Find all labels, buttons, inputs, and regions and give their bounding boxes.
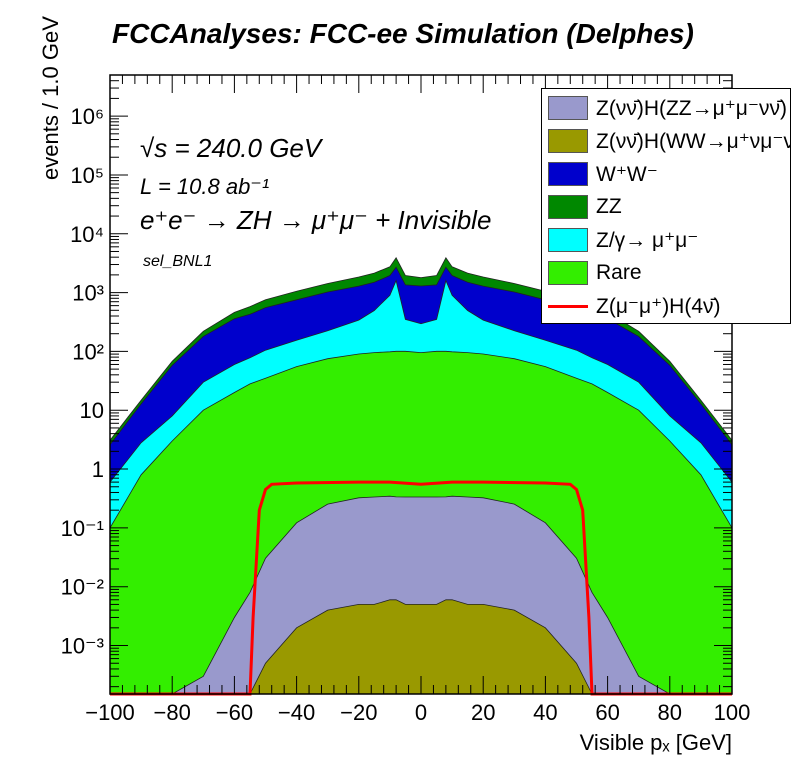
legend-swatch-ww (548, 162, 588, 186)
sqrt-s-annotation: √s = 240.0 GeV (140, 133, 322, 163)
x-tick-label: 100 (714, 700, 751, 725)
x-tick-label: 80 (658, 700, 682, 725)
legend-item-zh-ww: Z(νν̄)H(WW→μ⁺νμ⁻ν̄) (548, 126, 791, 156)
legend-item-zgamma: Z/γ→ μ⁺μ⁻ (548, 225, 698, 255)
legend-item-ww: W⁺W⁻ (548, 159, 658, 189)
legend-label-zz: ZZ (596, 195, 622, 218)
legend-swatch-zgamma (548, 228, 588, 252)
y-tick-label: 10 (80, 398, 104, 423)
y-tick-label: 10³ (72, 281, 104, 306)
axis-layer: −100 −80 −60 −40 −20 0 20 40 60 80 100 10⁻³ 10⁻² 10⁻¹… (61, 74, 751, 725)
legend-swatch-zh-ww (548, 129, 588, 153)
x-tick-label: −40 (278, 700, 315, 725)
legend-swatch-zh-zz (548, 96, 588, 120)
luminosity-annotation: L = 10.8 ab⁻¹ (140, 174, 270, 199)
legend-item-rare: Rare (548, 258, 642, 288)
signal-line (110, 480, 732, 696)
stack-layer (109, 257, 733, 695)
x-tick-label: 40 (533, 700, 557, 725)
legend-label-signal: Z(μ⁻μ⁺)H(4ν̄) (596, 294, 721, 318)
legend-item-signal: Z(μ⁻μ⁺)H(4ν̄) (548, 291, 721, 321)
x-tick-label: 60 (595, 700, 619, 725)
legend-label-zh-ww: Z(νν̄)H(WW→μ⁺νμ⁻ν̄) (596, 129, 791, 153)
legend: Z(νν̄)H(ZZ→μ⁺μ⁻νν̄) Z(νν̄)H(WW→μ⁺νμ⁻ν̄) … (541, 88, 791, 324)
x-axis-label: Visible pₓ [GeV] (579, 730, 732, 755)
legend-label-zh-zz: Z(νν̄)H(ZZ→μ⁺μ⁻νν̄) (596, 96, 787, 120)
legend-swatch-rare (548, 261, 588, 285)
x-tick-label: −100 (85, 700, 135, 725)
y-tick-label: 10⁻³ (61, 634, 104, 659)
y-tick-label: 10⁻¹ (61, 516, 104, 541)
x-tick-label: −20 (340, 700, 377, 725)
legend-label-zgamma: Z/γ→ μ⁺μ⁻ (596, 228, 699, 252)
y-tick-label: 10⁶ (70, 104, 104, 129)
legend-label-rare: Rare (596, 261, 642, 284)
legend-label-ww: W⁺W⁻ (596, 162, 658, 186)
legend-item-zz: ZZ (548, 192, 622, 222)
x-tick-label: 0 (415, 700, 427, 725)
y-axis-label: events / 1.0 GeV (38, 16, 63, 180)
y-tick-label: 10⁻² (61, 575, 104, 600)
stack-area-series-1 (110, 495, 732, 695)
legend-swatch-zz (548, 195, 588, 219)
y-tick-label: 1 (92, 457, 104, 482)
y-tick-label: 10⁴ (70, 222, 104, 247)
signal-overlay-layer (110, 480, 732, 696)
y-tick-label: 10⁵ (70, 163, 104, 188)
legend-swatch-signal (548, 294, 588, 318)
chart-title: FCCAnalyses: FCC-ee Simulation (Delphes) (112, 18, 694, 49)
legend-item-zh-zz: Z(νν̄)H(ZZ→μ⁺μ⁻νν̄) (548, 93, 787, 123)
y-tick-label: 10² (72, 339, 104, 364)
x-tick-label: −60 (216, 700, 253, 725)
selection-annotation: sel_BNL1 (143, 253, 213, 270)
x-tick-label: −80 (154, 700, 191, 725)
x-tick-label: 20 (471, 700, 495, 725)
process-annotation: e⁺e⁻ → ZH → μ⁺μ⁻ + Invisible (140, 205, 492, 235)
